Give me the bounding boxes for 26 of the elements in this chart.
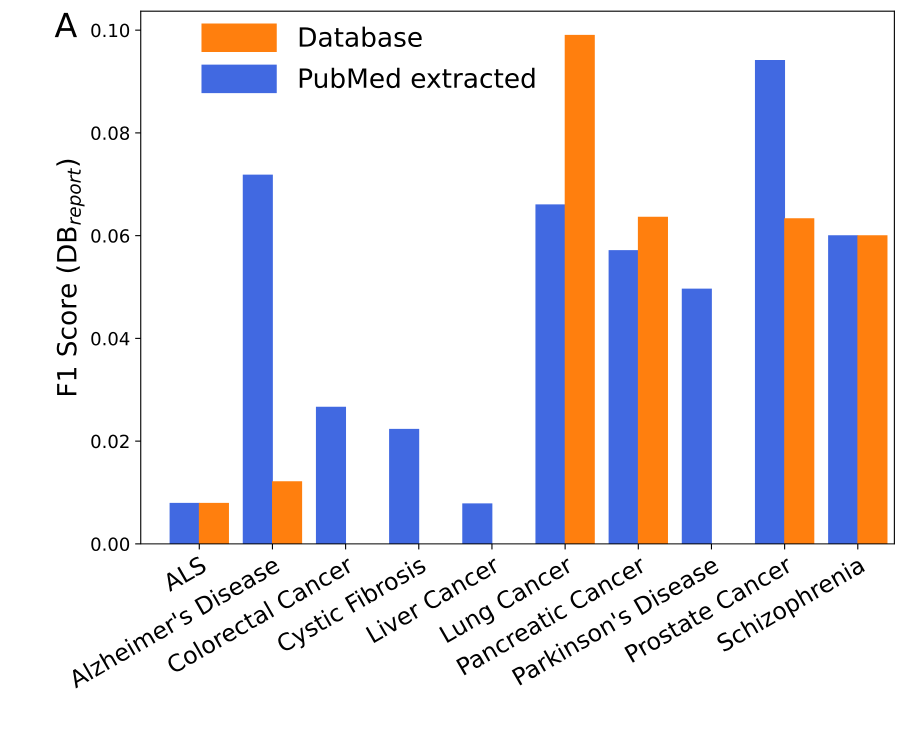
legend-label: Database — [300, 26, 422, 48]
bar — [828, 235, 858, 544]
y-tick-label: 0.10 — [91, 24, 130, 38]
bar — [608, 250, 639, 544]
bar — [682, 288, 712, 544]
y-axis-title: F1 Score (DB$_{report}$) — [56, 160, 85, 395]
bar — [754, 60, 786, 544]
bar — [535, 204, 566, 544]
y-tick-label: 0.06 — [91, 229, 130, 243]
bar — [857, 235, 888, 544]
bar — [638, 216, 668, 544]
bar — [564, 34, 595, 544]
bar — [462, 503, 492, 544]
bar — [784, 218, 814, 544]
y-tick-label: 0.00 — [91, 537, 130, 551]
text: A — [54, 12, 78, 38]
bar — [389, 428, 420, 544]
bar — [272, 481, 302, 544]
bar — [316, 406, 346, 544]
legend-label: PubMed extracted — [300, 68, 534, 88]
y-tick-label: 0.02 — [91, 434, 129, 448]
bar — [242, 174, 273, 544]
y-tick-label: 0.08 — [91, 126, 130, 140]
y-tick-label: 0.04 — [91, 332, 130, 346]
bar — [170, 502, 200, 544]
bar — [198, 502, 229, 544]
